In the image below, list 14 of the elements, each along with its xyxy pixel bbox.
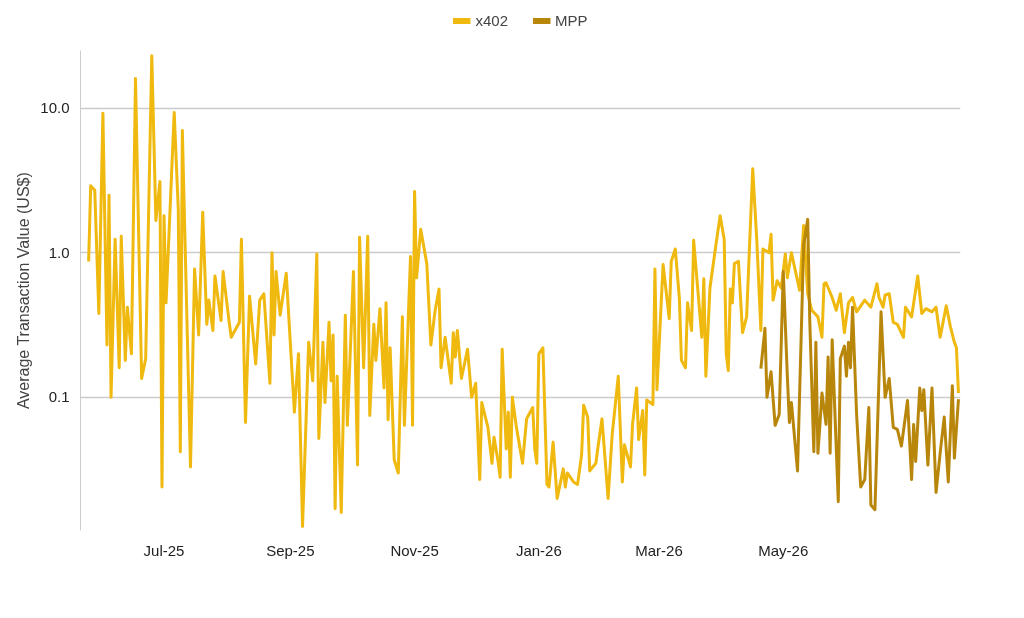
- legend-label: MPP: [555, 11, 588, 29]
- x-tick-label: Nov-25: [390, 541, 439, 559]
- y-tick-label: 10.0: [40, 99, 70, 117]
- x-tick-label: Jul-25: [143, 541, 185, 559]
- x-tick-label: Mar-26: [635, 541, 683, 559]
- y-tick-label: 1.0: [48, 243, 70, 261]
- line-series: [87, 54, 960, 528]
- x-tick-label: Sep-25: [266, 541, 315, 559]
- x-tick-label: Jan-26: [515, 541, 562, 559]
- y-axis-title: Average Transaction Value (US$): [15, 172, 33, 410]
- y-tick-label: 0.1: [48, 388, 70, 406]
- x-tick-label: May-26: [758, 541, 809, 559]
- legend-label: x402: [475, 11, 509, 29]
- line-series: [759, 217, 960, 512]
